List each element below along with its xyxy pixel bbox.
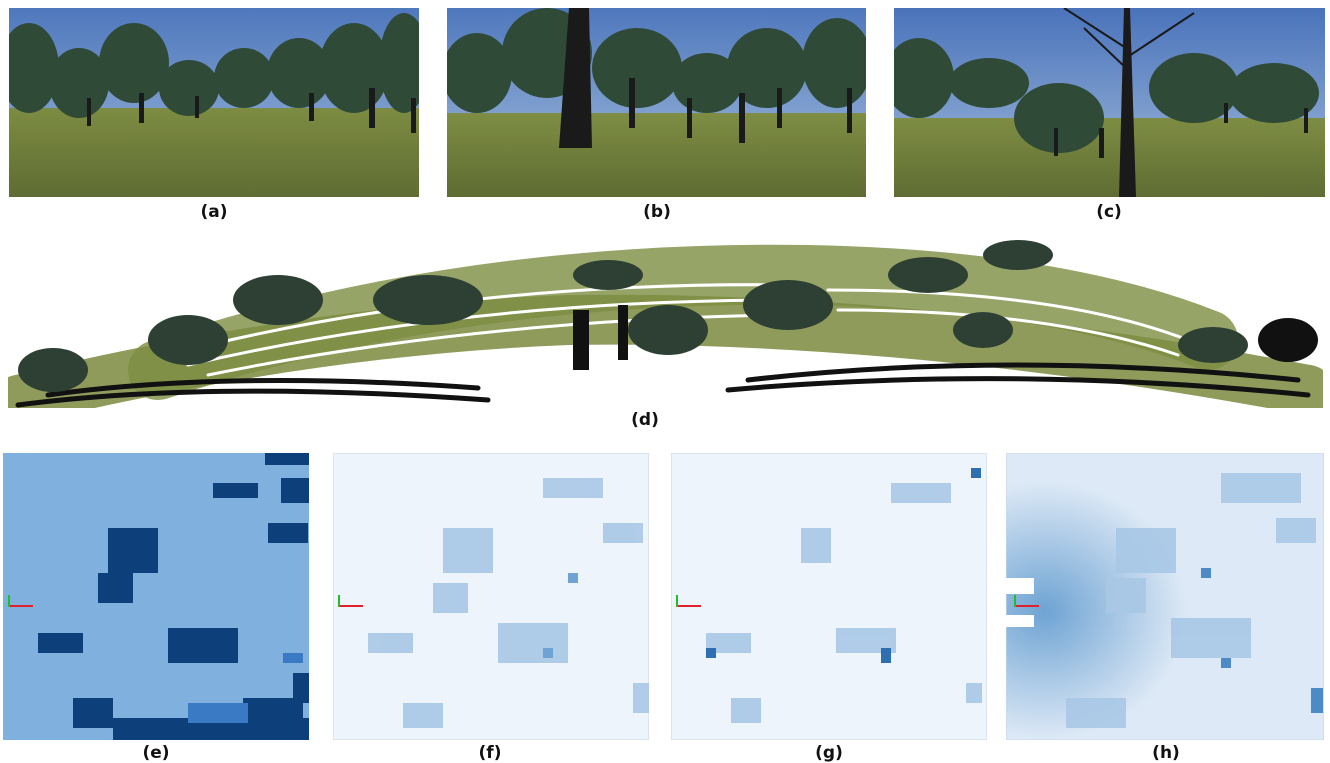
caption-e: (e) xyxy=(142,743,170,763)
camera-view-c xyxy=(894,8,1325,197)
forest-image-c xyxy=(894,8,1325,197)
caption-d: (d) xyxy=(631,410,659,430)
caption-c: (c) xyxy=(1096,202,1122,222)
heatmap-f-image xyxy=(333,453,649,740)
point-cloud-view xyxy=(8,230,1323,408)
heatmap-h-image xyxy=(1006,453,1324,740)
camera-view-b xyxy=(447,8,866,197)
point-cloud-image xyxy=(8,240,1323,408)
heatmap-g-image xyxy=(671,453,987,740)
caption-f: (f) xyxy=(478,743,502,763)
caption-b: (b) xyxy=(643,202,671,222)
heatmap-f xyxy=(333,453,649,740)
occupancy-grid-e xyxy=(3,453,309,740)
caption-a: (a) xyxy=(200,202,228,222)
caption-h: (h) xyxy=(1152,743,1180,763)
occupancy-grid-image xyxy=(3,453,309,740)
heatmap-h xyxy=(1006,453,1324,740)
camera-view-a xyxy=(9,8,419,197)
forest-image-b xyxy=(447,8,866,197)
forest-image-a xyxy=(9,8,419,197)
heatmap-g xyxy=(671,453,987,740)
caption-g: (g) xyxy=(815,743,843,763)
